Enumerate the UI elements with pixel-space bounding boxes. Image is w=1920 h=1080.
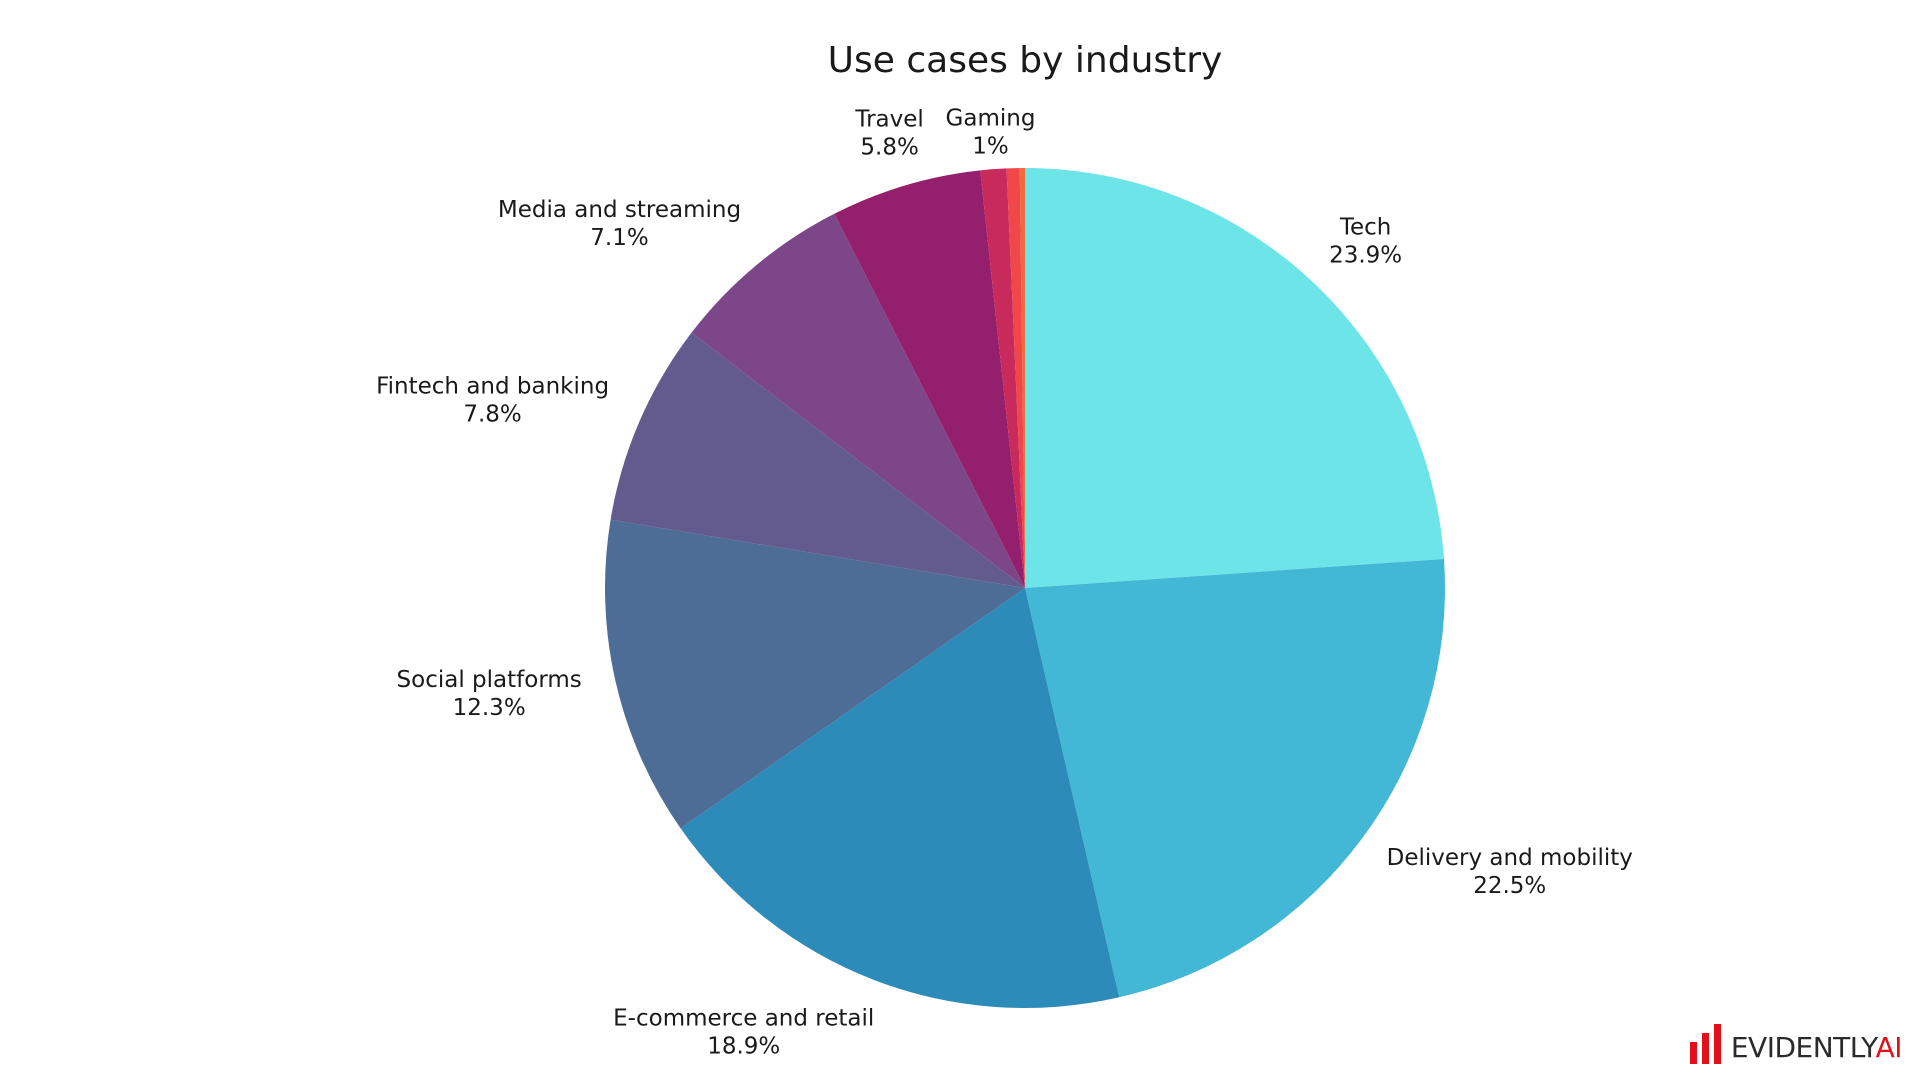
pie-slice-gaming	[980, 168, 1025, 588]
slice-label-name: Tech	[1339, 215, 1392, 241]
pie-slice-e-commerce-and-retail	[680, 588, 1120, 1008]
slice-label-e-commerce-and-retail: E-commerce and retail 18.9%	[613, 1005, 874, 1059]
logo-suffix: AI	[1875, 1031, 1903, 1064]
slice-label-fintech-and-banking: Fintech and banking 7.8%	[376, 373, 609, 427]
slice-label-value: 22.5%	[1473, 873, 1546, 899]
slice-label-media-and-streaming: Media and streaming 7.1%	[498, 197, 741, 251]
pie-slice-media-and-streaming	[691, 213, 1025, 588]
evidently-ai-logo: EVIDENTLYAI	[1689, 1020, 1903, 1064]
pie-slice-social-platforms	[604, 519, 1025, 829]
slice-label-gaming: Gaming 1%	[946, 105, 1036, 159]
logo-bars-icon	[1689, 1020, 1721, 1064]
slice-label-name: E-commerce and retail	[613, 1005, 874, 1031]
slice-label-value: 12.3%	[453, 695, 526, 721]
slice-label-value: 7.8%	[463, 401, 521, 427]
slice-label-value: 7.1%	[590, 225, 648, 251]
slice-label-name: Gaming	[946, 105, 1036, 131]
pie-labels: Tech 23.9% Delivery and mobility 22.5% E-com…	[376, 105, 1633, 1059]
pie-slice-unlabeled-8	[1006, 168, 1025, 589]
slice-label-value: 1%	[972, 133, 1009, 159]
slice-label-name: Social platforms	[397, 667, 582, 693]
pie-slice-unlabeled-9	[1019, 168, 1025, 588]
slice-label-tech: Tech 23.9%	[1329, 215, 1402, 269]
slice-label-social-platforms: Social platforms 12.3%	[397, 667, 582, 721]
pie-slice-delivery-and-mobility	[1025, 558, 1445, 998]
slice-label-name: Media and streaming	[498, 197, 741, 223]
slice-label-travel: Travel 5.8%	[854, 107, 923, 161]
slice-label-value: 23.9%	[1329, 243, 1402, 269]
pie-slice-tech	[1025, 168, 1444, 588]
slice-label-value: 5.8%	[860, 135, 918, 161]
slice-label-delivery-and-mobility: Delivery and mobility 22.5%	[1387, 845, 1633, 899]
slice-label-name: Travel	[854, 107, 923, 133]
slice-label-value: 18.9%	[707, 1033, 780, 1059]
pie-slices	[604, 168, 1445, 1008]
logo-text: EVIDENTLYAI	[1730, 1031, 1903, 1064]
logo-wordmark: EVIDENTLY	[1730, 1031, 1876, 1064]
pie-slice-travel	[834, 170, 1025, 588]
slice-label-name: Delivery and mobility	[1387, 845, 1633, 871]
slice-label-name: Fintech and banking	[376, 373, 609, 399]
pie-slice-fintech-and-banking	[610, 332, 1025, 588]
chart-title: Use cases by industry	[827, 40, 1223, 81]
